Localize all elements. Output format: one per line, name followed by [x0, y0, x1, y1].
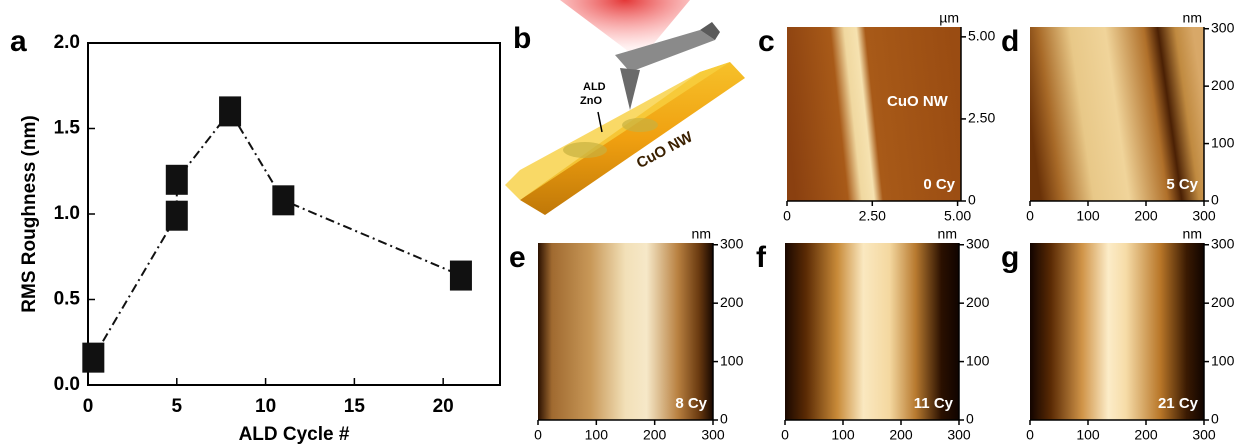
y-tick-label: 200: [966, 294, 990, 310]
y-tick-label: 2.50: [968, 110, 995, 126]
marker: [82, 343, 104, 373]
x-tick-label: 200: [889, 427, 913, 443]
image-label: 11 Cy: [914, 395, 954, 412]
x-tick-label: 5.00: [944, 208, 971, 224]
x-tick-label: 0: [1026, 427, 1034, 443]
x-tick-label: 300: [1192, 427, 1216, 443]
schematic: b ALD ZnO CuO NW: [505, 0, 745, 215]
y-tick-label: 200: [1211, 294, 1235, 310]
y-tick-label: 2.0: [54, 32, 80, 53]
y-tick-label: 100: [1211, 134, 1235, 150]
panel-label: e: [509, 241, 526, 274]
zno-island: [563, 142, 607, 158]
x-tick-label: 100: [831, 427, 855, 443]
marker: [219, 96, 241, 126]
x-axis-label: ALD Cycle #: [239, 424, 350, 445]
x-tick-label: 300: [701, 427, 725, 443]
image-label: CuO NW: [887, 93, 949, 110]
image-label: 0 Cy: [923, 176, 955, 193]
y-tick-label: 0.0: [54, 374, 80, 395]
tip: [620, 68, 640, 110]
y-tick-label: 1.5: [54, 118, 81, 139]
marker: [166, 165, 188, 195]
x-tick-label: 300: [1192, 208, 1216, 224]
y-tick-label: 1.0: [54, 203, 80, 224]
unit-label: nm: [692, 226, 711, 242]
marker: [272, 185, 294, 215]
x-tick-label: 10: [255, 396, 276, 417]
afm-image: [538, 243, 713, 420]
y-tick-label: 300: [966, 235, 990, 251]
afm-image: [785, 243, 959, 420]
panel-label: b: [513, 22, 531, 55]
x-tick-label: 300: [947, 427, 971, 443]
afm-image: [1030, 243, 1204, 420]
x-tick-label: 0: [83, 396, 94, 417]
unit-label: nm: [1183, 10, 1202, 26]
y-tick-label: 200: [720, 294, 744, 310]
schematic-label: ALD: [583, 81, 606, 93]
unit-label: µm: [939, 10, 959, 26]
x-tick-label: 200: [1134, 427, 1158, 443]
x-tick-label: 200: [1134, 208, 1158, 224]
y-tick-label: 300: [1211, 235, 1235, 251]
x-tick-label: 0: [534, 427, 542, 443]
panel-label: c: [758, 25, 775, 58]
x-tick-label: 20: [433, 396, 454, 417]
schematic-label: ZnO: [580, 95, 602, 107]
y-tick-label: 100: [1211, 352, 1235, 368]
x-tick-label: 5: [172, 396, 183, 417]
panel-label: a: [10, 25, 27, 58]
y-axis-label: RMS Roughness (nm): [19, 115, 40, 312]
y-tick-label: 0: [966, 411, 974, 427]
panel-label: d: [1001, 25, 1019, 58]
afm-image: [1030, 27, 1204, 201]
y-tick-label: 0.5: [54, 289, 81, 310]
marker: [166, 201, 188, 231]
y-tick-label: 0: [1211, 411, 1219, 427]
panel-label: g: [1001, 241, 1019, 274]
zno-island: [622, 118, 658, 132]
figure: b ALD ZnO CuO NW a 0.0 0.5 1.0 1.5 2.0 0 5 10 15 2…: [0, 0, 1240, 445]
unit-label: nm: [938, 226, 957, 242]
x-tick-label: 0: [1026, 208, 1034, 224]
y-tick-label: 200: [1211, 77, 1235, 93]
marker: [450, 261, 472, 291]
x-tick-label: 15: [344, 396, 366, 417]
panel-label: f: [756, 241, 767, 274]
x-tick-label: 2.50: [859, 208, 886, 224]
image-label: 8 Cy: [675, 395, 707, 412]
x-tick-label: 100: [1076, 208, 1100, 224]
y-tick-label: 300: [720, 235, 744, 251]
x-tick-label: 0: [783, 208, 791, 224]
y-tick-label: 0: [968, 192, 976, 208]
afm-image: [787, 27, 961, 201]
x-tick-label: 0: [781, 427, 789, 443]
line: [93, 111, 461, 357]
y-tick-label: 0: [1211, 192, 1219, 208]
y-tick-label: 100: [966, 352, 990, 368]
image-label: 21 Cy: [1158, 395, 1199, 412]
x-tick-label: 100: [585, 427, 609, 443]
image-label: 5 Cy: [1166, 176, 1198, 193]
y-tick-label: 100: [720, 352, 744, 368]
x-tick-label: 100: [1076, 427, 1100, 443]
nanowire-top: [505, 62, 730, 200]
y-tick-label: 0: [720, 411, 728, 427]
x-tick-label: 200: [643, 427, 667, 443]
y-tick-label: 300: [1211, 19, 1235, 35]
y-tick-label: 5.00: [968, 28, 995, 44]
unit-label: nm: [1183, 226, 1202, 242]
